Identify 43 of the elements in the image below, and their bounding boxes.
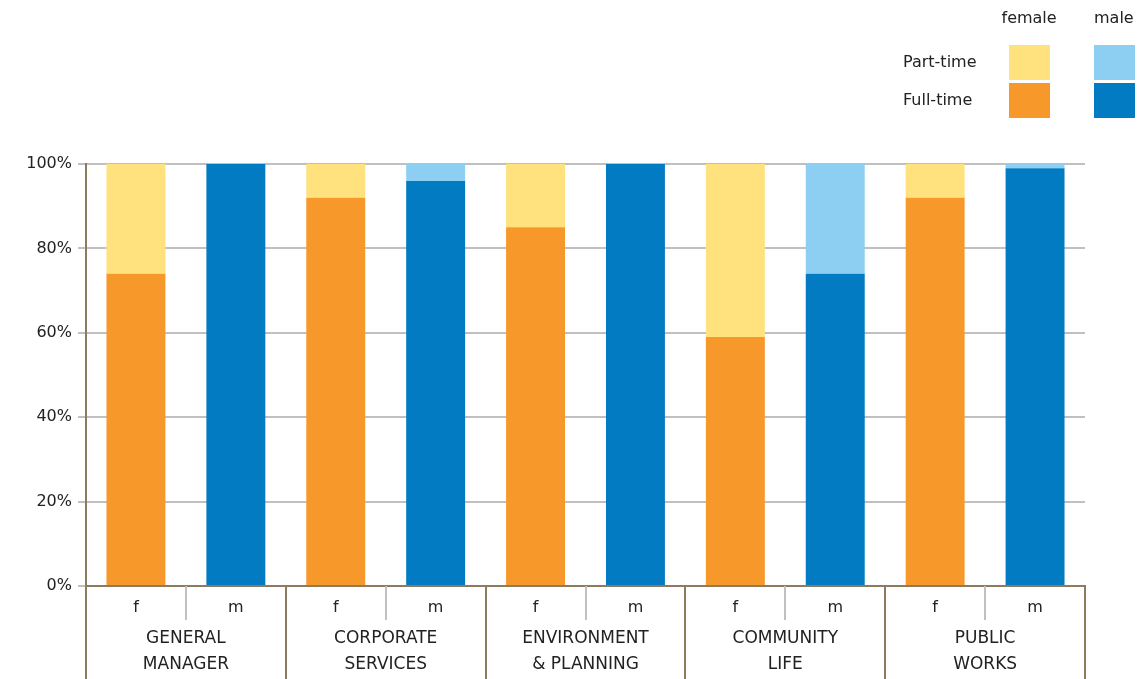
text: PUBLIC WORKS [953,627,1018,674]
text: GENERAL MANAGER [142,627,230,674]
y-tick-label: 40% [36,406,72,426]
text: male [1094,8,1134,28]
bar [206,164,266,585]
text: CORPORATE SERVICES [334,627,438,674]
bar [406,164,466,181]
bar [705,337,765,585]
x-tick-label: f [532,596,539,616]
x-tick-label: m [228,596,244,616]
bar [106,164,166,274]
y-tick-label: 20% [36,490,72,510]
x-tick-label: f [932,596,939,616]
bar [406,180,466,585]
x-tick-label: f [133,596,140,616]
y-tick-label: 100% [26,153,72,173]
text: COMMUNITY LIFE [732,627,839,674]
x-tick-label: m [627,596,644,616]
y-tick-label: 80% [36,237,72,257]
bar [605,164,665,585]
bar [905,164,965,198]
y-tick-label: 60% [36,321,72,341]
y-tick-label: 0% [46,575,72,595]
bar [306,197,366,585]
x-tick-label: f [732,596,739,616]
bar [506,164,566,228]
bar [106,273,166,585]
legend-label: Part-time [903,52,977,72]
x-tick-label: m [1027,596,1043,616]
bar [705,164,765,338]
x-tick-label: m [827,596,844,616]
bar [306,164,366,198]
x-tick-label: m [427,596,444,616]
bar [805,164,865,274]
bar [506,227,566,585]
bar [905,197,965,585]
text: ENVIRONMENT & PLANNING [522,627,650,674]
bar [1005,164,1065,169]
bar [805,273,865,585]
legend-label: Full-time [903,90,973,110]
bar [1005,168,1065,585]
x-tick-label: f [332,596,339,616]
text: female [1001,8,1057,28]
